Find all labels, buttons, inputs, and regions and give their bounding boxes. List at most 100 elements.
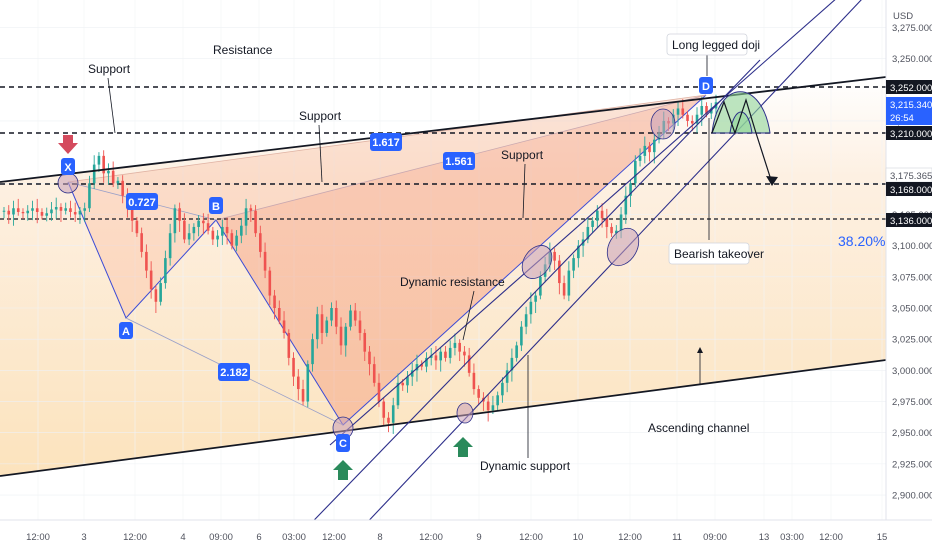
price-tag-3252: 3,252.000 — [886, 80, 932, 94]
candle-up — [31, 208, 34, 211]
candle-up — [26, 210, 30, 214]
time-tick-label: 03:00 — [780, 532, 804, 543]
candle-down — [472, 372, 476, 390]
candle-up — [596, 210, 599, 221]
candle-up — [425, 357, 428, 367]
candle-down — [178, 208, 181, 221]
pattern-leg-bcd — [216, 95, 706, 425]
time-axis[interactable] — [0, 520, 932, 550]
svg-text:0.727: 0.727 — [128, 197, 156, 209]
candle-down — [600, 210, 604, 219]
time-tick-label: 13 — [759, 532, 770, 543]
time-tick-label: 12:00 — [322, 532, 346, 543]
candle-down — [562, 283, 566, 296]
candle-down — [558, 260, 561, 284]
candle-down — [553, 251, 556, 261]
candle-down — [434, 355, 438, 361]
svg-text:Bearish takeover: Bearish takeover — [674, 247, 764, 261]
highlight-top — [650, 108, 676, 140]
candle-down — [363, 332, 367, 352]
label-support-b: Support — [299, 109, 342, 123]
candle-down — [401, 382, 405, 386]
candle-down — [154, 289, 158, 302]
label-dynamic-support: Dynamic support — [480, 459, 571, 473]
candle-up — [192, 226, 196, 234]
candle-down — [358, 320, 362, 333]
candle-up — [501, 382, 504, 396]
candle-up — [567, 270, 571, 296]
candle-up — [92, 164, 96, 184]
candle-up — [529, 301, 533, 315]
candle-up — [216, 235, 219, 240]
candle-up — [235, 235, 238, 246]
buy-arrow-icon-2 — [453, 437, 473, 457]
candle-up — [221, 226, 224, 236]
price-tag-3168: 3,168.000 — [886, 182, 932, 196]
candle-up — [330, 308, 333, 321]
candle-down — [372, 364, 376, 383]
candle-down — [458, 342, 461, 352]
candle-down — [149, 270, 153, 290]
svg-text:B: B — [212, 201, 220, 213]
candle-up — [164, 258, 167, 284]
candle-down — [605, 218, 609, 227]
candle-down — [35, 208, 39, 212]
pointer-support-a — [107, 77, 116, 134]
label-ascending-channel: Ascending channel — [648, 421, 749, 435]
candle-up — [643, 145, 647, 156]
channel-lower-line — [0, 359, 886, 477]
candle-up — [159, 283, 162, 302]
candle-down — [681, 108, 685, 115]
pattern-leg-xbd — [68, 95, 706, 220]
ratio-tag-1561: 1.561 — [443, 152, 475, 170]
candle-down — [40, 211, 44, 216]
time-tick-label: 09:00 — [209, 532, 233, 543]
candle-down — [282, 320, 286, 333]
svg-text:Long legged doji: Long legged doji — [672, 38, 760, 52]
time-tick-label: 6 — [256, 532, 261, 543]
projection-arrowhead — [766, 176, 778, 186]
candle-down — [477, 389, 480, 398]
candle-down — [486, 401, 490, 411]
time-tick-label: 15 — [877, 532, 888, 543]
svg-text:C: C — [339, 438, 347, 450]
candle-down — [320, 314, 324, 333]
candle-down — [648, 145, 651, 153]
candle-down — [102, 155, 105, 174]
candle-down — [273, 295, 276, 309]
candle-down — [292, 357, 295, 377]
candle-down — [230, 233, 234, 246]
candle-down — [339, 326, 343, 346]
highlight-bottom — [606, 227, 640, 267]
candle-up — [615, 230, 618, 234]
ratio-tag-2182: 2.182 — [218, 363, 250, 381]
pointer-channel-arrow — [697, 347, 703, 353]
candle-up — [591, 220, 594, 227]
price-tag-last: 3,175.365 — [885, 167, 932, 183]
svg-text:26:54: 26:54 — [890, 113, 914, 124]
candle-down — [59, 207, 63, 211]
svg-text:X: X — [64, 162, 72, 174]
point-tag-x: X — [61, 158, 75, 175]
candle-up — [572, 258, 575, 271]
svg-text:1.561: 1.561 — [445, 156, 473, 168]
candle-up — [629, 183, 632, 196]
price-tick-label: 2,925.000 — [892, 459, 932, 470]
projection-path — [711, 98, 773, 184]
candle-up — [496, 395, 499, 406]
buy-arrow-icon — [333, 460, 353, 480]
time-tick-label: 3 — [81, 532, 86, 543]
candle-down — [705, 105, 708, 114]
time-tick-label: 8 — [377, 532, 382, 543]
label-dynamic-resistance: Dynamic resistance — [400, 275, 505, 289]
candle-up — [88, 183, 91, 209]
candle-down — [278, 308, 281, 321]
price-tag-3210: 3,210.000 — [886, 126, 932, 140]
candle-up — [2, 210, 6, 212]
price-axis[interactable] — [886, 0, 932, 520]
price-tick-label: 3,100.000 — [892, 241, 932, 252]
pointer-support-c — [522, 163, 526, 219]
candle-down — [69, 208, 72, 212]
candle-up — [634, 160, 637, 184]
